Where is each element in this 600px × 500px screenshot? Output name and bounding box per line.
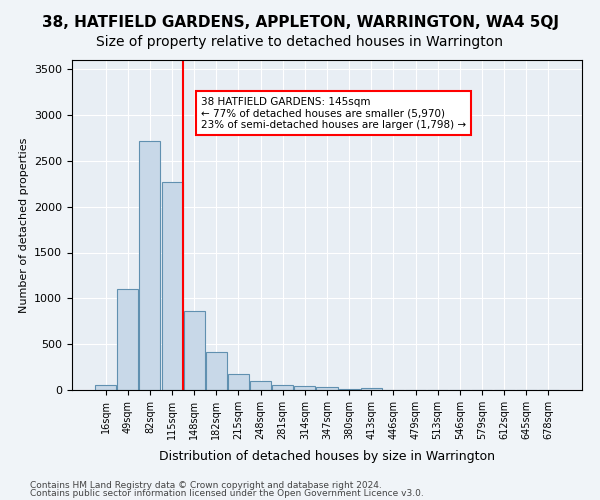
Bar bbox=[361, 388, 382, 390]
Bar bbox=[118, 289, 139, 390]
Y-axis label: Number of detached properties: Number of detached properties bbox=[19, 138, 29, 312]
Text: Size of property relative to detached houses in Warrington: Size of property relative to detached ho… bbox=[97, 35, 503, 49]
Bar bbox=[338, 389, 359, 390]
Bar bbox=[250, 382, 271, 390]
Bar bbox=[228, 374, 249, 390]
X-axis label: Distribution of detached houses by size in Warrington: Distribution of detached houses by size … bbox=[159, 450, 495, 463]
Bar bbox=[95, 386, 116, 390]
Bar bbox=[295, 386, 316, 390]
Text: 38 HATFIELD GARDENS: 145sqm
← 77% of detached houses are smaller (5,970)
23% of : 38 HATFIELD GARDENS: 145sqm ← 77% of det… bbox=[201, 96, 466, 130]
Bar bbox=[161, 182, 182, 390]
Text: Contains public sector information licensed under the Open Government Licence v3: Contains public sector information licen… bbox=[30, 488, 424, 498]
Text: 38, HATFIELD GARDENS, APPLETON, WARRINGTON, WA4 5QJ: 38, HATFIELD GARDENS, APPLETON, WARRINGT… bbox=[41, 15, 559, 30]
Bar bbox=[139, 140, 160, 390]
Bar bbox=[272, 384, 293, 390]
Text: Contains HM Land Registry data © Crown copyright and database right 2024.: Contains HM Land Registry data © Crown c… bbox=[30, 481, 382, 490]
Bar bbox=[206, 352, 227, 390]
Bar bbox=[316, 387, 338, 390]
Bar bbox=[184, 311, 205, 390]
